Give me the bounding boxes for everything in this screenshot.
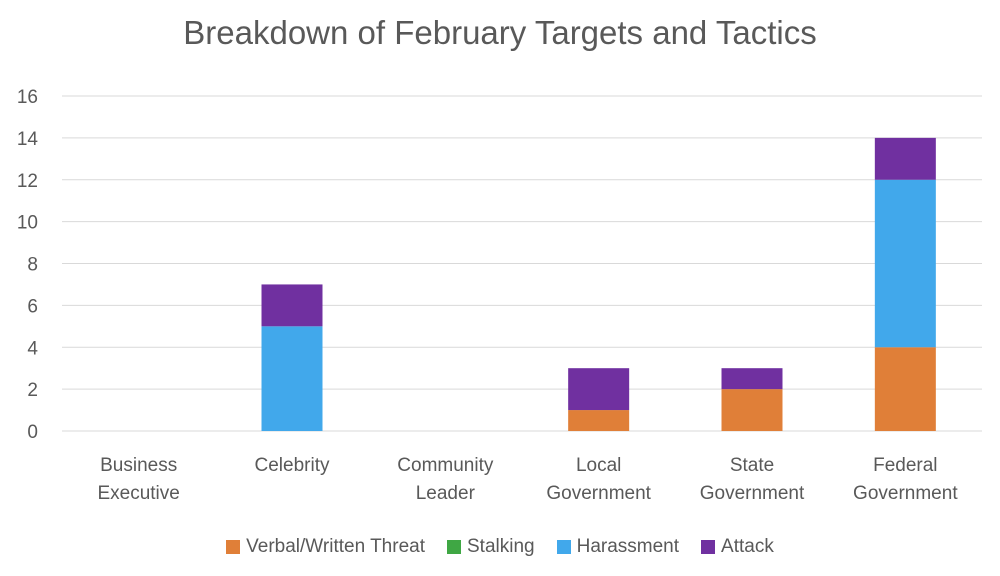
y-tick-label: 16 (17, 87, 38, 108)
bar-segment (261, 284, 323, 327)
x-tick-label-line: Federal (873, 455, 937, 476)
legend-item: Verbal/Written Threat (226, 536, 425, 558)
legend-label: Harassment (576, 536, 680, 557)
x-tick-label-line: Business (100, 455, 177, 476)
legend-item: Attack (701, 536, 774, 558)
bar-segment (874, 137, 936, 180)
x-tick-label-line: Leader (416, 483, 476, 504)
legend-item: Harassment (556, 536, 680, 558)
x-tick-label-line: Celebrity (255, 455, 330, 476)
bar-segment (261, 326, 323, 431)
y-tick-label: 2 (27, 380, 38, 401)
bar-segment (874, 179, 936, 348)
legend-item: Stalking (447, 536, 535, 558)
legend-swatch (556, 540, 571, 554)
legend-swatch (447, 540, 461, 554)
y-tick-label: 14 (17, 129, 39, 150)
bar-segment (568, 410, 630, 431)
x-tick-label: Business Executive (97, 455, 179, 504)
bar-segment (568, 368, 630, 411)
y-tick-label: 8 (27, 255, 38, 276)
bar-segment (721, 389, 783, 431)
legend-swatch (226, 540, 241, 554)
y-tick-label: 12 (17, 171, 38, 192)
x-tick-label-line: State (730, 455, 774, 476)
x-tick-label: Community Leader (397, 455, 494, 504)
x-tick-label: Local Government (546, 455, 651, 504)
y-tick-label: 4 (27, 338, 38, 359)
x-tick-label-line: Government (546, 483, 651, 504)
bar-segment (874, 347, 936, 431)
x-tick-label-line: Government (853, 483, 958, 504)
chart-title: Breakdown of February Targets and Tactic… (183, 14, 817, 51)
x-tick-label-line: Local (576, 455, 621, 476)
legend-label: Verbal/Written Threat (246, 536, 425, 557)
y-tick-label: 0 (27, 422, 38, 443)
x-tick-label: Celebrity (255, 455, 330, 476)
x-tick-label: Federal Government (853, 455, 958, 504)
x-tick-label-line: Government (700, 483, 805, 504)
x-tick-label-line: Executive (97, 483, 179, 504)
legend-label: Stalking (467, 536, 535, 557)
x-tick-label: State Government (700, 455, 805, 504)
bar-segment (721, 368, 783, 390)
legend-label: Attack (721, 536, 774, 557)
y-tick-label: 10 (17, 213, 38, 234)
legend-swatch (701, 540, 716, 554)
x-tick-label-line: Community (397, 455, 494, 476)
y-tick-label: 6 (27, 296, 38, 317)
legend: Verbal/Written Threat Stalking Harassment A… (0, 536, 1000, 558)
